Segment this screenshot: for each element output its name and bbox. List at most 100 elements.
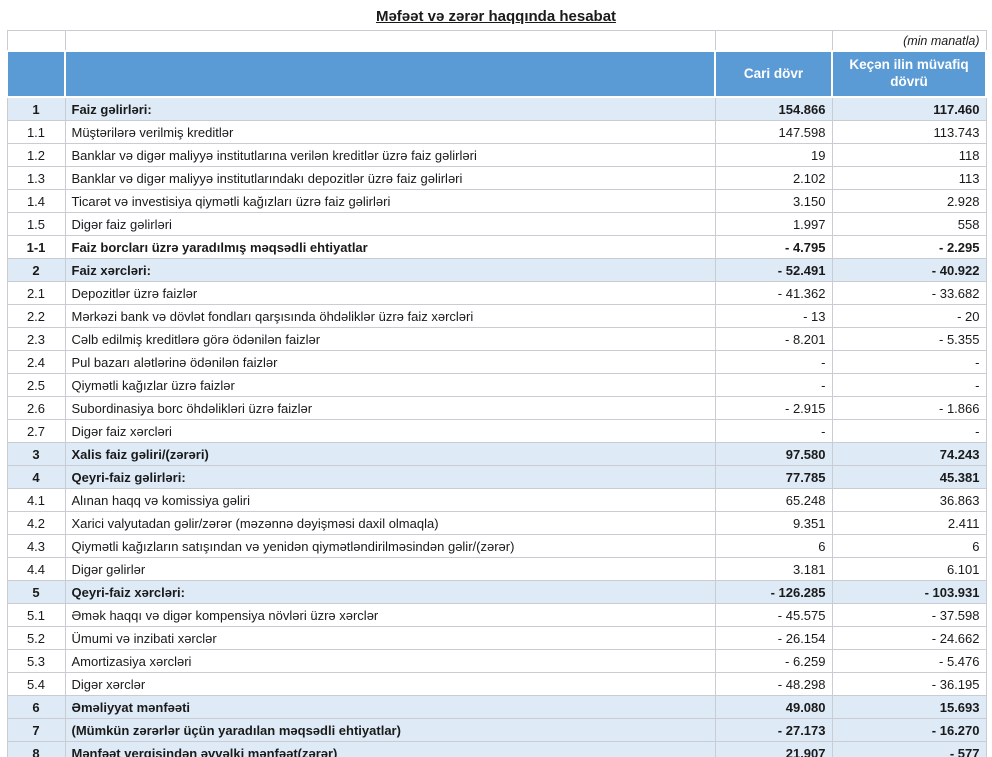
- row-previous-value: - 33.682: [831, 281, 987, 305]
- table-row: 1.1 Müştərilərə verilmiş kreditlər 147.598…: [6, 120, 987, 144]
- table-row: 5 Qeyri-faiz xərcləri: - 126.285- 103.931: [6, 580, 987, 604]
- row-label: Digər gəlirlər: [64, 557, 716, 581]
- row-number: 2.5: [6, 373, 66, 397]
- row-label: Depozitlər üzrə faizlər: [64, 281, 716, 305]
- row-number: 4.1: [6, 488, 66, 512]
- table-row: 5.4 Digər xərclər - 48.298- 36.195: [6, 672, 987, 696]
- row-number: 1.2: [6, 143, 66, 167]
- row-current-value: 21.907: [714, 741, 833, 757]
- row-previous-value: 74.243: [831, 442, 987, 466]
- row-number: 2.6: [6, 396, 66, 420]
- row-previous-value: 558: [831, 212, 987, 236]
- table-row: 1.5 Digər faiz gəlirləri 1.997 558: [6, 212, 987, 236]
- row-number: 1.1: [6, 120, 66, 144]
- row-number: 1: [6, 96, 66, 121]
- table-row: 2.3 Cəlb edilmiş kreditlərə görə ödənilən…: [6, 327, 987, 351]
- table-row: 5.3 Amortizasiya xərcləri - 6.259- 5.476: [6, 649, 987, 673]
- row-number: 2.4: [6, 350, 66, 374]
- row-previous-value: - 24.662: [831, 626, 987, 650]
- row-current-value: 1.997: [714, 212, 833, 236]
- pnl-table: (min manatla) Cari dövr Keçən ilin müvaf…: [6, 30, 987, 757]
- unit-row-blank-num: [6, 30, 66, 52]
- row-previous-value: 36.863: [831, 488, 987, 512]
- row-previous-value: - 40.922: [831, 258, 987, 282]
- table-row: 2.5 Qiymətli kağızlar üzrə faizlər - -: [6, 373, 987, 397]
- row-number: 5: [6, 580, 66, 604]
- row-label: Qeyri-faiz xərcləri:: [64, 580, 716, 604]
- row-previous-value: 118: [831, 143, 987, 167]
- row-current-value: 9.351: [714, 511, 833, 535]
- row-number: 1.3: [6, 166, 66, 190]
- table-row: 6 Əməliyyat mənfəəti 49.080 15.693: [6, 695, 987, 719]
- table-row: 5.2 Ümumi və inzibati xərclər - 26.154- 24…: [6, 626, 987, 650]
- row-current-value: -: [714, 419, 833, 443]
- row-previous-value: - 5.476: [831, 649, 987, 673]
- row-previous-value: -: [831, 350, 987, 374]
- table-row: 2 Faiz xərcləri: - 52.491- 40.922: [6, 258, 987, 282]
- row-current-value: 19: [714, 143, 833, 167]
- table-row: 2.1 Depozitlər üzrə faizlər - 41.362- 33.6…: [6, 281, 987, 305]
- row-number: 4.3: [6, 534, 66, 558]
- table-row: 2.4 Pul bazarı alətlərinə ödənilən faizlə…: [6, 350, 987, 374]
- row-label: Cəlb edilmiş kreditlərə görə ödənilən fa…: [64, 327, 716, 351]
- table-row: 2.7 Digər faiz xərcləri - -: [6, 419, 987, 443]
- row-previous-value: -: [831, 419, 987, 443]
- row-label: Xalis faiz gəliri/(zərəri): [64, 442, 716, 466]
- row-label: Mərkəzi bank və dövlət fondları qarşısın…: [64, 304, 716, 328]
- row-number: 6: [6, 695, 66, 719]
- row-current-value: -: [714, 350, 833, 374]
- row-number: 5.1: [6, 603, 66, 627]
- row-current-value: 97.580: [714, 442, 833, 466]
- row-label: Banklar və digər maliyyə institutlarında…: [64, 166, 716, 190]
- table-row: 3 Xalis faiz gəliri/(zərəri) 97.580 74.243: [6, 442, 987, 466]
- header-previous-period: Keçən ilin müvafiq dövrü: [831, 50, 987, 98]
- row-previous-value: 45.381: [831, 465, 987, 489]
- row-previous-value: 113.743: [831, 120, 987, 144]
- table-row: 1.2 Banklar və digər maliyyə institutları…: [6, 143, 987, 167]
- row-current-value: - 52.491: [714, 258, 833, 282]
- row-previous-value: 2.928: [831, 189, 987, 213]
- table-row: 1.4 Ticarət və investisiya qiymətli kağız…: [6, 189, 987, 213]
- row-current-value: 6: [714, 534, 833, 558]
- row-label: Ticarət və investisiya qiymətli kağızlar…: [64, 189, 716, 213]
- row-current-value: - 8.201: [714, 327, 833, 351]
- row-label: Banklar və digər maliyyə institutlarına …: [64, 143, 716, 167]
- row-current-value: 65.248: [714, 488, 833, 512]
- table-row: 4.4 Digər gəlirlər 3.181 6.101: [6, 557, 987, 581]
- row-label: Müştərilərə verilmiş kreditlər: [64, 120, 716, 144]
- row-current-value: - 13: [714, 304, 833, 328]
- row-number: 4.2: [6, 511, 66, 535]
- row-label: Faiz xərcləri:: [64, 258, 716, 282]
- header-desc-blank: [64, 50, 716, 98]
- row-label: Əmək haqqı və digər kompensiya növləri ü…: [64, 603, 716, 627]
- row-current-value: - 45.575: [714, 603, 833, 627]
- row-previous-value: - 5.355: [831, 327, 987, 351]
- table-row: 2.2 Mərkəzi bank və dövlət fondları qarşı…: [6, 304, 987, 328]
- row-number: 8: [6, 741, 66, 757]
- row-label: Subordinasiya borc öhdəlikləri üzrə faiz…: [64, 396, 716, 420]
- row-current-value: 49.080: [714, 695, 833, 719]
- table-row: 4.3 Qiymətli kağızların satışından və yen…: [6, 534, 987, 558]
- table-row: 7 (Mümkün zərərlər üçün yaradılan məqsədl…: [6, 718, 987, 742]
- row-current-value: - 6.259: [714, 649, 833, 673]
- row-label: Faiz borcları üzrə yaradılmış məqsədli e…: [64, 235, 716, 259]
- row-label: Qeyri-faiz gəlirləri:: [64, 465, 716, 489]
- table-row: 1 Faiz gəlirləri: 154.866 117.460: [6, 96, 987, 121]
- row-current-value: - 41.362: [714, 281, 833, 305]
- row-label: Digər xərclər: [64, 672, 716, 696]
- table-row: 4.2 Xarici valyutadan gəlir/zərər (məzənn…: [6, 511, 987, 535]
- row-label: Qiymətli kağızların satışından və yenidə…: [64, 534, 716, 558]
- header-row: Cari dövr Keçən ilin müvafiq dövrü: [6, 50, 987, 98]
- row-previous-value: - 103.931: [831, 580, 987, 604]
- row-previous-value: 6: [831, 534, 987, 558]
- row-previous-value: - 1.866: [831, 396, 987, 420]
- row-label: Mənfəət vergisindən əvvəlki mənfəət(zərə…: [64, 741, 716, 757]
- row-number: 5.2: [6, 626, 66, 650]
- row-number: 2.2: [6, 304, 66, 328]
- row-label: Ümumi və inzibati xərclər: [64, 626, 716, 650]
- row-number: 4.4: [6, 557, 66, 581]
- row-current-value: - 48.298: [714, 672, 833, 696]
- row-current-value: -: [714, 373, 833, 397]
- row-number: 2.1: [6, 281, 66, 305]
